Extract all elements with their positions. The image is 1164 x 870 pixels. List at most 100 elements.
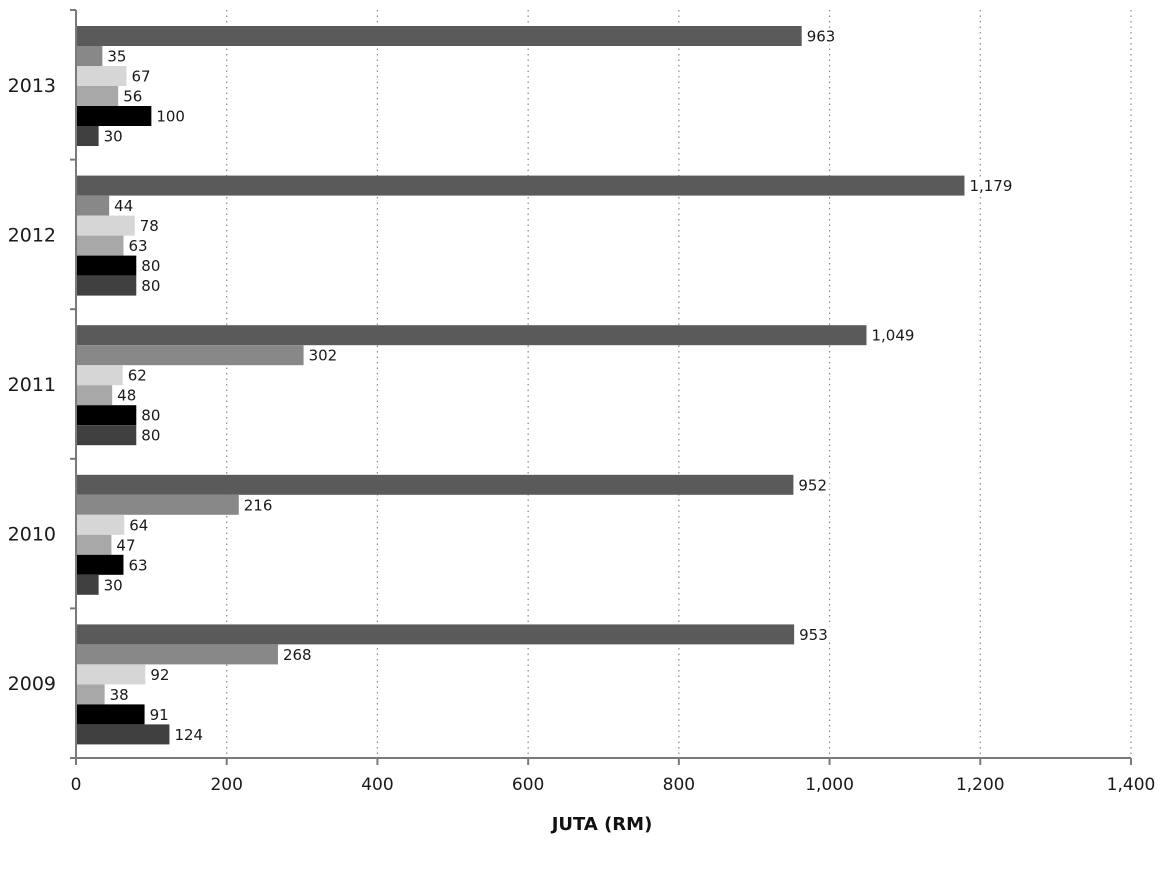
data-label-bg (170, 726, 206, 743)
bars (76, 26, 965, 745)
x-tick-label-1200: 1,200 (956, 775, 1005, 795)
data-label-bg (124, 237, 151, 254)
data-label-2010-s6: 30 (104, 576, 123, 594)
bar-2010-s6 (76, 574, 99, 595)
data-label-bg (278, 646, 314, 663)
data-label-2012-s6: 80 (141, 277, 160, 295)
category-label-2010: 2010 (8, 524, 56, 546)
data-labels: 963 35 67 56 100 30 1,179 44 78 63 80 80 1,049 302 62 4… (99, 28, 1019, 744)
data-label-2011-s6: 80 (141, 427, 160, 445)
x-tick-label-600: 600 (512, 775, 544, 795)
data-label-bg (794, 476, 830, 493)
data-label-2009-s4: 38 (110, 686, 129, 704)
data-label-bg (802, 28, 838, 44)
data-label-2011-s4: 48 (117, 387, 136, 405)
x-axis-title: JUTA (RM) (550, 814, 653, 835)
data-label-2009-s6: 124 (174, 726, 203, 744)
category-label-2013: 2013 (8, 75, 56, 97)
bar-2011-s3 (76, 365, 123, 386)
x-tick-label-800: 800 (663, 775, 695, 795)
bar-2011-s4 (76, 385, 113, 406)
data-label-2013-s3: 67 (131, 68, 150, 86)
data-label-2013-s5: 100 (156, 108, 185, 126)
data-label-bg (146, 666, 173, 683)
data-label-2013-s1: 963 (807, 28, 836, 46)
data-label-2013-s6: 30 (104, 128, 123, 146)
data-label-bg (965, 177, 1019, 194)
bar-2013-s1 (76, 26, 802, 46)
category-label-2009: 2009 (8, 673, 56, 695)
data-label-bg (137, 427, 164, 444)
data-label-bg (127, 68, 154, 84)
data-label-2010-s2: 216 (244, 496, 273, 514)
data-label-bg (110, 197, 137, 214)
data-label-bg (103, 48, 130, 64)
data-label-2012-s5: 80 (141, 257, 160, 275)
data-label-bg (113, 387, 140, 404)
data-label-bg (867, 327, 921, 344)
bar-2012-s3 (76, 215, 135, 236)
bar-2013-s4 (76, 86, 119, 106)
data-label-bg (137, 277, 164, 294)
data-label-bg (135, 217, 162, 234)
bar-2012-s6 (76, 275, 137, 296)
data-label-bg (125, 516, 152, 533)
data-label-2012-s1: 1,179 (969, 177, 1012, 195)
bar-2013-s5 (76, 106, 152, 126)
grid-lines (226, 10, 1132, 758)
data-label-bg (105, 686, 132, 703)
bar-2009-s4 (76, 684, 105, 705)
data-label-bg (123, 367, 150, 384)
bar-2011-s6 (76, 425, 137, 446)
data-label-2010-s4: 47 (116, 536, 135, 554)
data-label-2012-s2: 44 (114, 197, 133, 215)
data-label-bg (119, 88, 146, 104)
bar-2009-s5 (76, 704, 145, 725)
data-label-2010-s5: 63 (128, 556, 147, 574)
bar-2009-s1 (76, 624, 795, 645)
bar-2009-s3 (76, 664, 146, 685)
bar-2012-s2 (76, 195, 110, 216)
data-label-bg (304, 347, 340, 364)
bar-2010-s5 (76, 554, 124, 575)
data-label-2010-s3: 64 (129, 516, 148, 534)
data-label-bg (99, 576, 126, 593)
data-label-2009-s1: 953 (799, 626, 828, 644)
data-label-2013-s4: 56 (123, 88, 142, 106)
category-label-2011: 2011 (8, 374, 56, 396)
axes (70, 9, 1132, 765)
data-label-2012-s4: 63 (128, 237, 147, 255)
bar-2010-s2 (76, 494, 239, 515)
data-label-2009-s2: 268 (283, 646, 312, 664)
x-tick-label-0: 0 (71, 775, 82, 795)
bar-2012-s4 (76, 235, 124, 256)
data-label-2013-s2: 35 (107, 48, 126, 66)
data-label-2009-s3: 92 (150, 666, 169, 684)
data-label-2011-s3: 62 (128, 367, 147, 385)
bar-2011-s1 (76, 325, 867, 346)
bar-2013-s2 (76, 46, 103, 66)
data-label-2011-s1: 1,049 (871, 327, 914, 345)
data-label-2011-s2: 302 (309, 347, 338, 365)
data-label-bg (145, 706, 172, 723)
bar-2009-s6 (76, 724, 170, 745)
data-label-bg (137, 257, 164, 274)
bar-2010-s1 (76, 474, 794, 495)
bar-2012-s5 (76, 255, 137, 276)
bar-2009-s2 (76, 644, 278, 665)
bar-2010-s4 (76, 534, 112, 555)
data-label-bg (239, 496, 275, 513)
bar-2010-s3 (76, 514, 125, 535)
data-label-bg (795, 626, 831, 643)
x-tick-label-400: 400 (361, 775, 393, 795)
data-label-bg (112, 536, 139, 553)
data-label-2009-s5: 91 (150, 706, 169, 724)
data-label-2010-s1: 952 (798, 476, 827, 494)
tick-labels: 2013 2012 2011 2010 2009 0 200 400 600 800 1,000 1,… (8, 75, 1156, 795)
x-tick-label-1400: 1,400 (1107, 775, 1156, 795)
data-label-bg (152, 108, 188, 124)
bar-2013-s6 (76, 126, 99, 146)
data-label-bg (124, 556, 151, 573)
